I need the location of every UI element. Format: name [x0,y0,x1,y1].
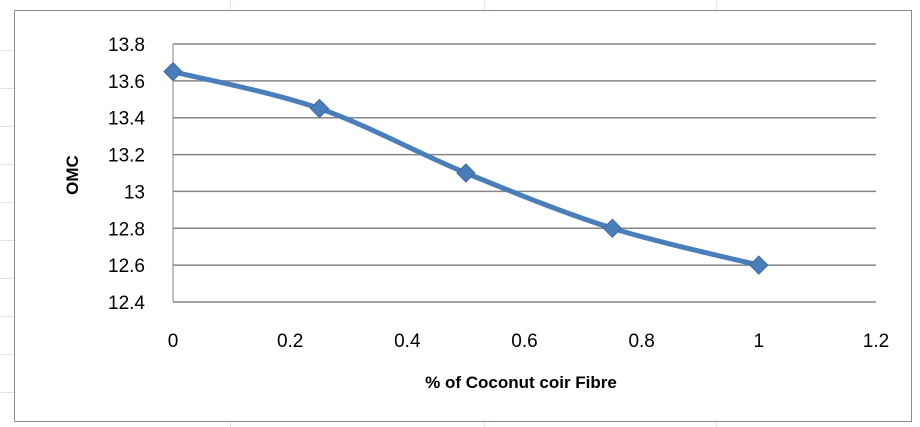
sheet-gridline [0,126,14,127]
x-tick-label: 0.8 [628,331,654,352]
y-axis-title: OMC [63,155,82,195]
data-point-marker [456,163,476,183]
y-tick-labels: 12.4 12.6 12.8 13 13.2 13.4 13.6 13.8 [108,35,145,314]
x-tick-label: 0 [168,331,179,352]
sheet-gridline [0,316,14,317]
data-point-marker [602,218,623,238]
x-tick-label: 0.4 [394,331,421,352]
chart-area[interactable] [14,10,912,422]
y-tick-label: 13.2 [108,146,145,167]
sheet-gridline [0,240,14,241]
x-tick-label: 1 [754,331,765,352]
x-tick-labels: 0 0.2 0.4 0.6 0.8 1 1.2 [168,331,890,352]
sheet-gridline [0,392,14,393]
sheet-gridline [0,202,14,203]
sheet-gridline [0,88,14,89]
sheet-gridline [0,50,14,51]
data-point-marker [749,255,769,275]
y-tick-label: 13.6 [108,72,145,93]
y-tick-label: 12.4 [108,293,145,314]
x-tick-label: 0.6 [511,331,537,352]
x-tick-label: 1.2 [863,331,889,352]
series-markers [163,61,769,275]
x-axis-title: % of Coconut coir Fibre [425,373,617,392]
data-point-marker [309,98,330,119]
x-tick-label: 0.2 [277,331,303,352]
y-tick-label: 13.4 [108,109,145,130]
y-tick-label: 13 [124,182,145,203]
sheet-gridline [0,354,14,355]
y-tick-label: 12.8 [108,219,145,240]
y-tick-label: 12.6 [108,256,145,277]
y-tick-label: 13.8 [108,35,145,56]
gridlines [173,43,876,303]
sheet-gridline [0,278,14,279]
sheet-gridline [0,164,14,165]
data-point-marker [163,61,183,82]
